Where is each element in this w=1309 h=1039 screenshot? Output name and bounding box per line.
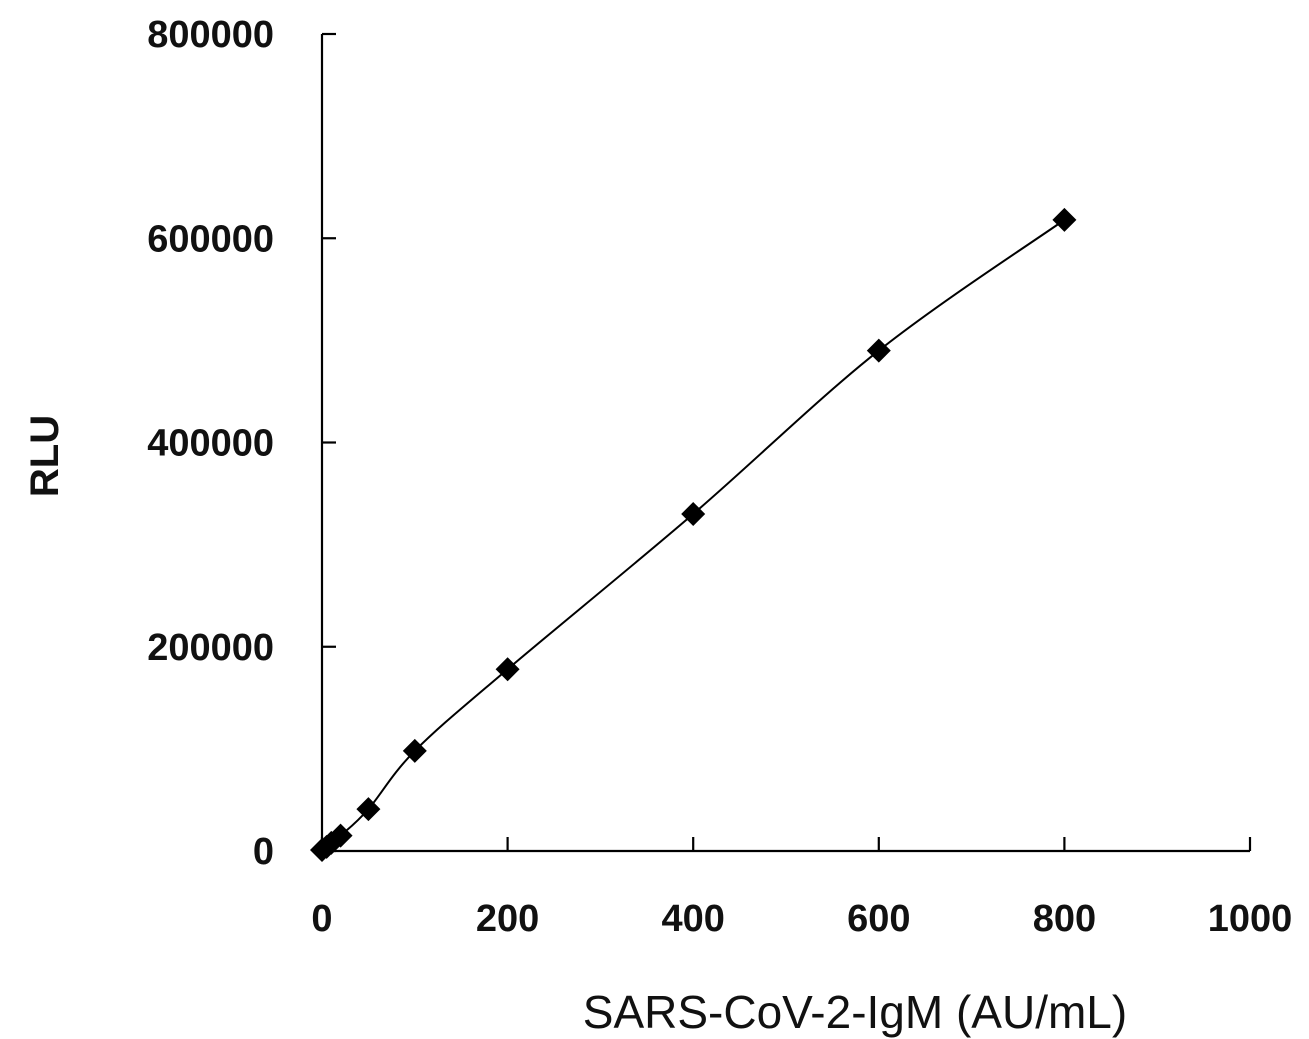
y-tick-label: 800000 xyxy=(147,14,274,56)
x-tick-label: 600 xyxy=(847,898,910,940)
axes xyxy=(320,34,1250,853)
y-axis-ticks: 0 200000 400000 600000 800000 xyxy=(147,14,336,873)
y-tick-label: 600000 xyxy=(147,218,274,260)
y-tick-label: 200000 xyxy=(147,627,274,669)
x-axis-title: SARS-CoV-2-IgM (AU/mL) xyxy=(583,986,1127,1038)
x-tick-label: 800 xyxy=(1033,898,1096,940)
data-point xyxy=(1052,207,1077,232)
data-point xyxy=(495,657,520,682)
x-tick-label: 0 xyxy=(311,898,332,940)
data-points xyxy=(310,207,1077,862)
x-axis-ticks: 0 200 400 600 800 1000 xyxy=(311,837,1292,940)
y-tick-label: 400000 xyxy=(147,423,274,465)
data-point xyxy=(866,338,891,363)
x-tick-label: 400 xyxy=(661,898,724,940)
data-point xyxy=(328,823,353,848)
data-point xyxy=(681,501,706,526)
trendline-group xyxy=(321,219,1065,851)
x-tick-label: 200 xyxy=(476,898,539,940)
x-tick-label: 1000 xyxy=(1208,898,1293,940)
y-axis-title: RLU xyxy=(23,415,67,497)
y-tick-label: 0 xyxy=(253,831,274,873)
data-point xyxy=(356,797,381,822)
data-point xyxy=(402,738,427,763)
fit-curve xyxy=(321,219,1065,851)
